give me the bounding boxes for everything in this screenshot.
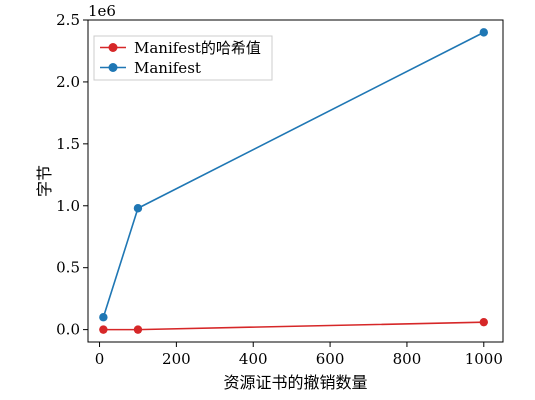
y-axis-label: 字节 [35,165,54,197]
data-point-hash [479,317,488,327]
x-axis-label: 资源证书的撤销数量 [223,373,367,392]
legend-label-hash: Manifest的哈希值 [134,39,261,57]
x-tick-label: 400 [239,350,268,368]
y-tick-label: 1.5 [56,135,80,153]
legend-label-manifest: Manifest [134,59,201,77]
legend-frame [93,35,273,81]
y-tick-label: 0.5 [56,259,80,277]
x-tick-label: 200 [162,350,191,368]
y-tick-label: 2.5 [56,11,80,29]
y-axis-ticks: 0.0 0.5 1.0 1.5 2.0 2.5 [56,11,88,339]
y-tick-label: 1.0 [56,197,80,215]
data-point-manifest [99,313,108,322]
x-tick-label: 0 [95,350,105,368]
data-point-manifest [133,204,143,213]
x-tick-label: 1000 [465,350,503,368]
series-layer [99,28,488,334]
legend: Manifest的哈希值 Manifest [93,35,273,81]
x-tick-label: 600 [316,350,345,368]
y-tick-label: 0.0 [56,321,80,339]
y-tick-label: 2.0 [56,73,80,91]
x-axis-ticks: 0 200 400 600 800 1000 [95,342,503,368]
data-point-manifest [479,28,488,37]
data-point-hash [133,325,143,334]
data-point-hash [99,325,108,334]
legend-marker-manifest [108,63,118,72]
x-tick-label: 800 [393,350,422,368]
y-multiplier-label: 1e6 [88,2,116,20]
legend-marker-hash [108,43,118,52]
